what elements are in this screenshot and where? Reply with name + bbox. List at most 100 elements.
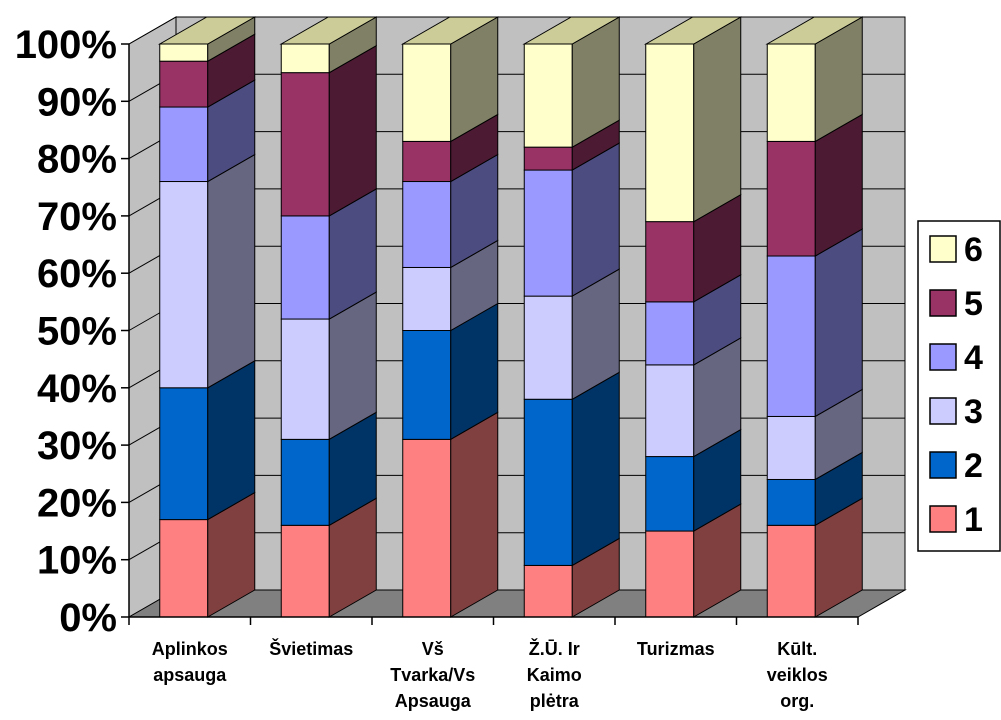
legend-swatch bbox=[929, 397, 957, 425]
bar-segment-front bbox=[402, 140, 452, 183]
legend-swatch bbox=[929, 343, 957, 371]
bar-segment-front bbox=[402, 438, 452, 618]
bar-segment-front bbox=[159, 106, 209, 183]
x-tick-label-line: Turizmas bbox=[637, 639, 715, 659]
x-tick-label-line: org. bbox=[780, 691, 814, 711]
bar-segment-front bbox=[280, 72, 330, 217]
legend-swatch bbox=[929, 505, 957, 533]
bar-segment-front bbox=[645, 301, 695, 366]
legend-label: 4 bbox=[964, 339, 983, 377]
y-tick-label: 0% bbox=[59, 596, 117, 640]
bar-segment-front bbox=[402, 43, 452, 142]
axes bbox=[121, 43, 859, 625]
x-tick-label: Ž.Ū. Ir Kaimo plėtra bbox=[527, 638, 582, 711]
bar-segment-front bbox=[645, 43, 695, 223]
y-tick-label: 70% bbox=[37, 195, 117, 239]
bar-segment-front bbox=[523, 295, 573, 400]
y-tick-label: 80% bbox=[37, 138, 117, 182]
x-tick-label: Švietimas bbox=[269, 638, 353, 659]
y-tick-label: 10% bbox=[37, 539, 117, 583]
x-tick-label-line: Kūlt. bbox=[777, 639, 817, 659]
bar-segment-front bbox=[280, 524, 330, 618]
x-tick-label-line: Apsauga bbox=[395, 691, 472, 711]
bar-segment-front bbox=[523, 398, 573, 566]
bar-stack bbox=[765, 16, 865, 618]
legend-label: 6 bbox=[964, 231, 983, 269]
x-tick-label-line: plėtra bbox=[530, 691, 580, 711]
bar-stack bbox=[522, 16, 622, 618]
y-tick-label: 90% bbox=[37, 80, 117, 124]
bar-stack bbox=[279, 16, 379, 618]
bar-segment-front bbox=[159, 181, 209, 389]
bar-segment-front bbox=[280, 438, 330, 526]
y-tick-label: 50% bbox=[37, 310, 117, 354]
legend-swatch bbox=[929, 289, 957, 317]
bar-stack bbox=[643, 16, 743, 618]
bar-segment-side bbox=[207, 359, 256, 521]
bar-segment-front bbox=[645, 530, 695, 618]
bar-segment-front bbox=[766, 43, 816, 142]
y-tick-label: 30% bbox=[37, 424, 117, 468]
bar-segment-front bbox=[280, 43, 330, 74]
bar-segment-front bbox=[159, 387, 209, 521]
x-tick-label-line: Aplinkos bbox=[152, 639, 228, 659]
bar-top bbox=[157, 16, 257, 45]
x-tick-label-line: Vš bbox=[422, 639, 444, 659]
bar-stack bbox=[400, 16, 500, 618]
y-tick-label: 100% bbox=[15, 23, 117, 67]
x-tick-label-line: Tvarka/Vs bbox=[390, 665, 475, 685]
bar-segment-front bbox=[280, 318, 330, 440]
bar-segment-front bbox=[766, 524, 816, 618]
legend-label: 2 bbox=[964, 447, 983, 485]
y-tick-label: 60% bbox=[37, 252, 117, 296]
x-axis-category-labels: Aplinkos apsauga Švietimas Vš Tvarka/Vs Apsau… bbox=[152, 638, 828, 711]
bar-segment-side bbox=[450, 411, 499, 618]
bar-segment-front bbox=[523, 169, 573, 297]
legend-label: 1 bbox=[964, 501, 983, 539]
bar-segment-side bbox=[328, 44, 377, 217]
x-tick-label-line: Kaimo bbox=[527, 665, 582, 685]
bar-segment-side bbox=[814, 228, 863, 418]
bar-top bbox=[400, 16, 500, 45]
bar-segment-front bbox=[645, 456, 695, 532]
legend-label: 3 bbox=[964, 393, 983, 431]
bar-stack bbox=[157, 16, 257, 618]
y-tick-label: 40% bbox=[37, 367, 117, 411]
bar-segment-front bbox=[645, 221, 695, 303]
bar-segment-front bbox=[766, 478, 816, 526]
bar-segment-front bbox=[402, 266, 452, 331]
legend-box bbox=[917, 220, 1001, 552]
bar-segment-front bbox=[766, 140, 816, 257]
legend: 6 5 4 3 2 1 bbox=[917, 220, 1001, 552]
bar-segment-front bbox=[645, 364, 695, 458]
bar-segment-side bbox=[693, 16, 742, 223]
bar-segment-front bbox=[523, 564, 573, 618]
bar-segment-front bbox=[766, 415, 816, 480]
bar-top bbox=[643, 16, 743, 45]
x-tick-label: Turizmas bbox=[637, 639, 715, 659]
x-tick-label: Vš Tvarka/Vs Apsauga bbox=[390, 639, 475, 711]
legend-swatch bbox=[929, 451, 957, 479]
x-tick-label: Kūlt. veiklos org. bbox=[767, 639, 828, 711]
x-tick-label: Aplinkos apsauga bbox=[152, 639, 228, 685]
bar-segment-front bbox=[402, 330, 452, 440]
gridline-diagonal bbox=[128, 16, 177, 45]
bar-segment-front bbox=[159, 43, 209, 62]
bar-segment-front bbox=[280, 215, 330, 320]
legend-swatch bbox=[929, 235, 957, 263]
bar-segment-front bbox=[523, 43, 573, 148]
bar-segment-front bbox=[159, 60, 209, 108]
bar-segment-front bbox=[159, 519, 209, 618]
y-axis-tick-labels: 0% 10% 20% 30% 40% 50% 60% 70% 80% 90% 100% bbox=[15, 23, 117, 640]
x-tick-label-line: apsauga bbox=[153, 665, 227, 685]
bar-top bbox=[765, 16, 865, 45]
y-tick-label: 20% bbox=[37, 481, 117, 525]
x-tick-label-line: Ž.Ū. Ir bbox=[529, 638, 580, 659]
bar-segment-side bbox=[207, 153, 256, 389]
bar-segment-front bbox=[402, 181, 452, 268]
bar-segment-front bbox=[766, 255, 816, 417]
bar-segment-front bbox=[523, 146, 573, 171]
bars bbox=[157, 16, 865, 618]
x-tick-label-line: veiklos bbox=[767, 665, 828, 685]
